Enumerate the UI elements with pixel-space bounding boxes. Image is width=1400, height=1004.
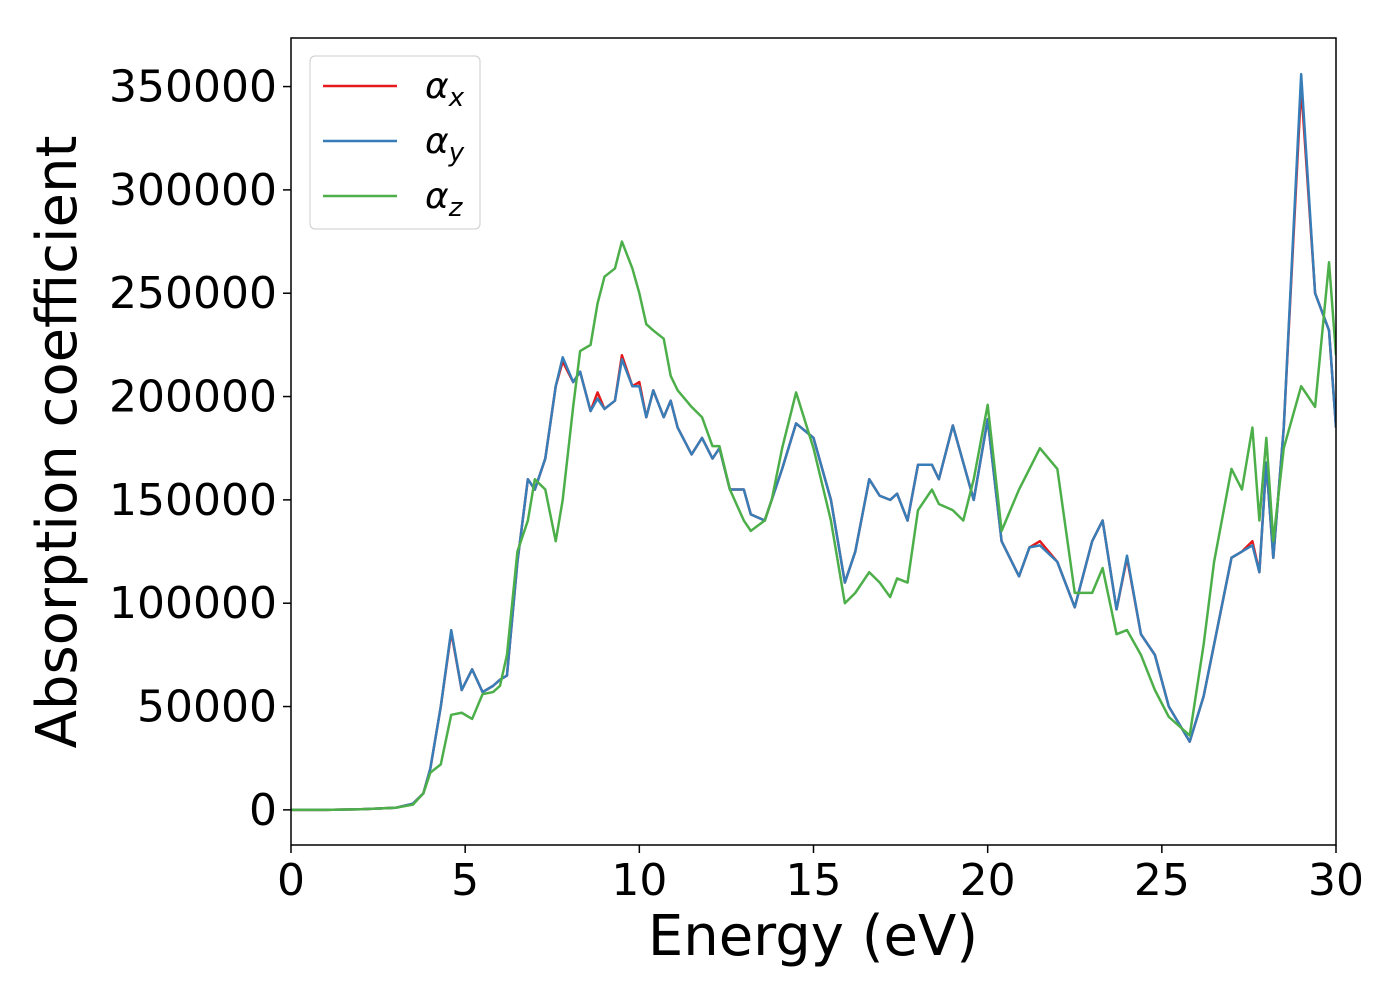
plot-frame — [290, 37, 1337, 846]
y-tick-label: 300000 — [109, 165, 277, 216]
x-tick-label: 25 — [1134, 855, 1190, 906]
y-tick-label: 0 — [249, 785, 277, 836]
legend-label: αz — [425, 176, 464, 223]
x-tick-label: 30 — [1308, 855, 1364, 906]
series-line — [291, 240, 1336, 812]
x-tick-label: 15 — [786, 855, 842, 906]
x-tick-label: 10 — [611, 855, 667, 906]
y-tick-label: 200000 — [109, 372, 277, 423]
series-line — [291, 72, 1336, 812]
y-tick-label: 100000 — [109, 578, 277, 629]
y-tick-label: 250000 — [109, 268, 277, 319]
y-tick-label: 50000 — [137, 682, 277, 733]
x-tick-label: 0 — [277, 855, 305, 906]
legend-box — [309, 55, 481, 230]
y-tick-label: 150000 — [109, 475, 277, 526]
legend-label: αx — [425, 66, 465, 113]
x-tick-label: 20 — [960, 855, 1016, 906]
x-tick-label: 5 — [451, 855, 479, 906]
y-axis-label: Absorption coefficient — [25, 136, 90, 749]
y-tick-label: 350000 — [109, 62, 277, 113]
x-axis-label: Energy (eV) — [648, 904, 978, 969]
legend-label: αy — [425, 121, 465, 168]
